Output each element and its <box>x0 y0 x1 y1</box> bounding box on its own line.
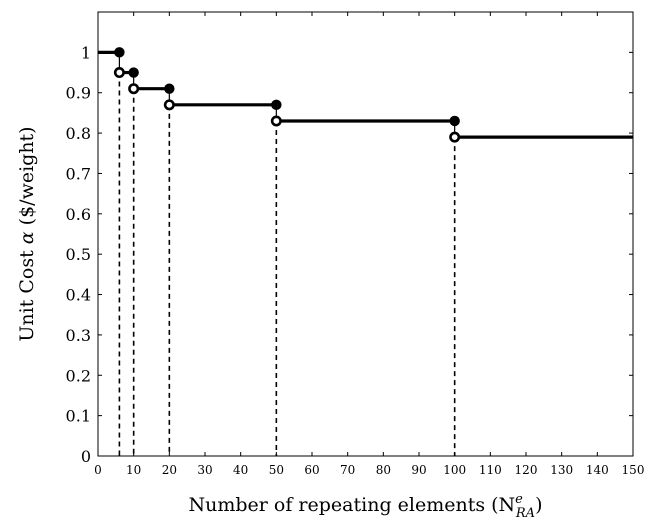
x-tick-label: 0 <box>94 463 102 477</box>
x-tick-label: 20 <box>162 463 177 477</box>
x-axis-title-close: ) <box>535 494 542 516</box>
x-tick-label: 90 <box>411 463 426 477</box>
y-tick-label: 0.6 <box>66 205 91 224</box>
open-point-marker <box>449 131 461 143</box>
y-tick-label: 0.8 <box>66 124 91 143</box>
step-line-group <box>98 50 633 139</box>
open-point-marker <box>113 67 125 79</box>
x-tick-label: 110 <box>479 463 502 477</box>
marker-group <box>113 47 461 143</box>
y-axis-title-prefix: Unit Cost <box>16 244 38 341</box>
closed-point-marker <box>164 83 175 94</box>
y-tick-label: 0.1 <box>66 407 91 426</box>
dashed-guide-group <box>118 72 456 456</box>
x-tick-label: 140 <box>586 463 609 477</box>
closed-point-marker <box>114 47 125 58</box>
open-point-marker <box>270 115 282 127</box>
x-tick-label: 100 <box>443 463 466 477</box>
x-tick-label: 30 <box>197 463 212 477</box>
x-tick-label: 40 <box>233 463 248 477</box>
x-tick-label: 150 <box>622 463 645 477</box>
open-point-marker <box>128 83 140 95</box>
open-point-marker <box>163 99 175 111</box>
x-axis-title-sup: e <box>515 492 523 507</box>
x-tick-label: 50 <box>269 463 284 477</box>
closed-point-marker <box>271 99 282 111</box>
closed-point-marker <box>449 115 460 127</box>
y-tick-label: 0.3 <box>66 326 91 345</box>
y-tick-label: 1 <box>81 43 91 62</box>
y-axis-title-suffix: ($/weight) <box>16 126 38 231</box>
x-axis-title-sub: RA <box>515 506 535 521</box>
x-axis-title: Number of repeating elements (Ne RA) <box>189 492 543 521</box>
closed-point-marker <box>128 67 139 78</box>
x-tick-label: 70 <box>340 463 355 477</box>
x-tick-label: 80 <box>376 463 391 477</box>
x-tick-label: 120 <box>515 463 538 477</box>
y-tick-label: 0.4 <box>66 286 91 305</box>
y-tick-label: 0 <box>81 447 91 466</box>
y-axis-title-symbol: α <box>16 231 38 244</box>
y-axis-ticks: 0 0.1 0.2 0.3 0.4 0.5 0.6 0.7 0.8 0.9 1 <box>66 43 633 466</box>
x-axis-ticks: 0 10 20 30 40 50 60 70 80 90 100 110 120 130 140 150 <box>94 12 644 477</box>
x-tick-label: 10 <box>126 463 141 477</box>
x-tick-label: 130 <box>550 463 573 477</box>
y-tick-label: 0.9 <box>66 84 91 103</box>
x-axis-title-main: Number of repeating elements (N <box>189 494 516 516</box>
y-tick-label: 0.5 <box>66 245 91 264</box>
y-tick-label: 0.2 <box>66 366 91 385</box>
y-axis-title: Unit Cost α ($/weight) <box>16 126 38 341</box>
plot-frame <box>97 11 634 457</box>
y-tick-label: 0.7 <box>66 164 91 183</box>
x-tick-label: 60 <box>304 463 319 477</box>
